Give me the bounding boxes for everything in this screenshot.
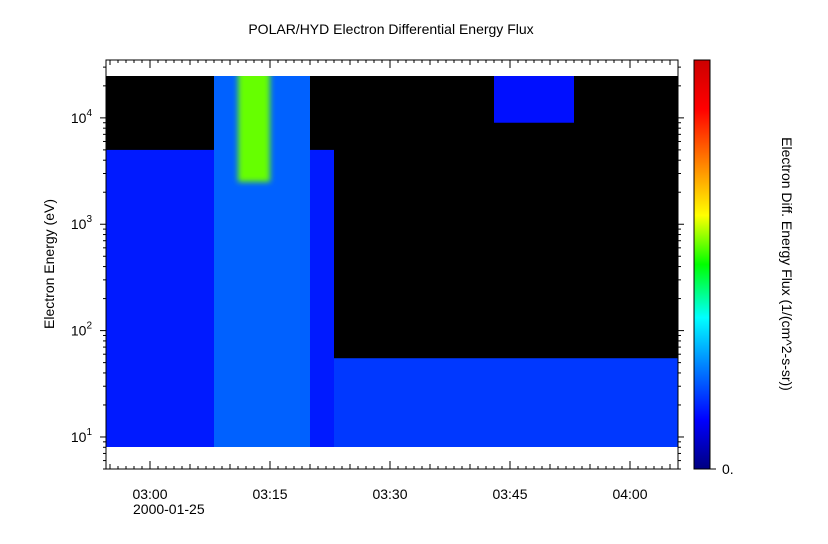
colorbar-gradient: [693, 59, 711, 470]
y-tick-label: 102: [71, 321, 93, 339]
x-axis: 03:00 03:15 03:30 03:45 04:00: [109, 60, 679, 502]
plot-area: [105, 59, 679, 470]
y-axis: 101 102 103 104: [71, 66, 684, 470]
y-tick-label: 103: [71, 214, 93, 232]
y-tick-label: 104: [71, 108, 93, 126]
x-date-label: 2000-01-25: [133, 501, 205, 517]
colorbar: 0.5×10710×10715×107: [693, 59, 734, 477]
x-tick-label: 03:30: [372, 486, 407, 502]
plot-frame: [105, 59, 679, 470]
y-tick-label: 101: [71, 427, 93, 445]
x-tick-label: 03:00: [132, 486, 167, 502]
region-high-energy-patch: [494, 76, 574, 123]
y-axis-label: Electron Energy (eV): [41, 199, 57, 329]
colorbar-tick-label: 0.: [722, 461, 734, 477]
colorbar-label: Electron Diff. Energy Flux (1/(cm^2-s-sr…: [779, 137, 795, 391]
x-tick-label: 03:45: [492, 486, 527, 502]
x-tick-label: 03:15: [252, 486, 287, 502]
chart-title: POLAR/HYD Electron Differential Energy F…: [248, 21, 533, 37]
region-peak-feature: [238, 76, 270, 182]
x-tick-label: 04:00: [612, 486, 647, 502]
